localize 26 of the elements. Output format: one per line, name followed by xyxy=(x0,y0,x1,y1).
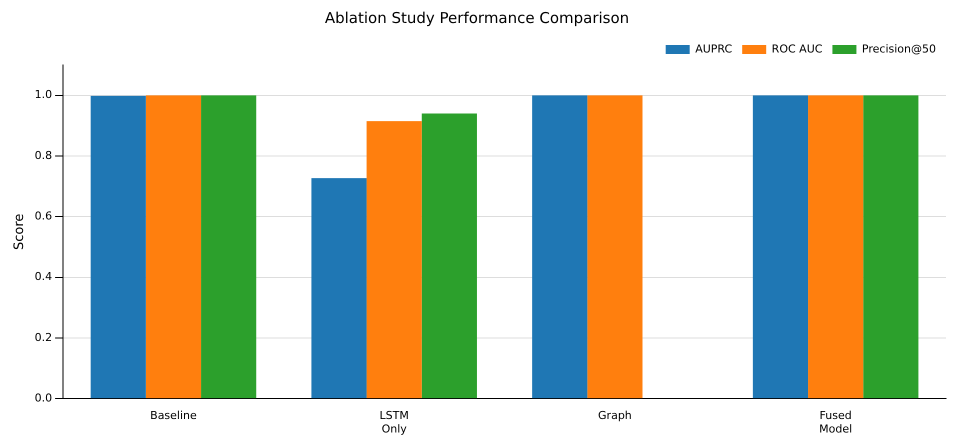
chart-title: Ablation Study Performance Comparison xyxy=(324,8,630,27)
bar xyxy=(808,95,864,398)
y-tick-label: 0.8 xyxy=(34,148,52,162)
legend-label: AUPRC xyxy=(695,42,733,56)
y-tick-label: 0.4 xyxy=(34,270,52,284)
bar xyxy=(311,178,367,398)
bar xyxy=(201,95,256,398)
bar xyxy=(752,95,808,398)
bar xyxy=(863,95,918,398)
y-tick-label: 0.2 xyxy=(34,330,52,344)
bar xyxy=(422,114,477,398)
bar xyxy=(366,121,422,398)
x-tick-label: Baseline xyxy=(150,409,198,422)
y-tick-label: 0.6 xyxy=(34,209,52,222)
y-tick-label: 0.0 xyxy=(34,391,52,404)
bar xyxy=(587,95,642,398)
bar xyxy=(146,95,202,398)
bar xyxy=(90,96,146,398)
x-tick-label: LSTM Only xyxy=(380,409,409,436)
y-axis-title: Score xyxy=(12,214,28,250)
legend-label: ROC AUC xyxy=(772,42,823,56)
bar xyxy=(532,95,588,398)
x-tick-label: Fused Model xyxy=(819,409,852,436)
x-tick-label: Graph xyxy=(598,409,632,422)
y-tick-label: 1.0 xyxy=(34,88,52,102)
legend-label: Precision@50 xyxy=(862,42,936,56)
